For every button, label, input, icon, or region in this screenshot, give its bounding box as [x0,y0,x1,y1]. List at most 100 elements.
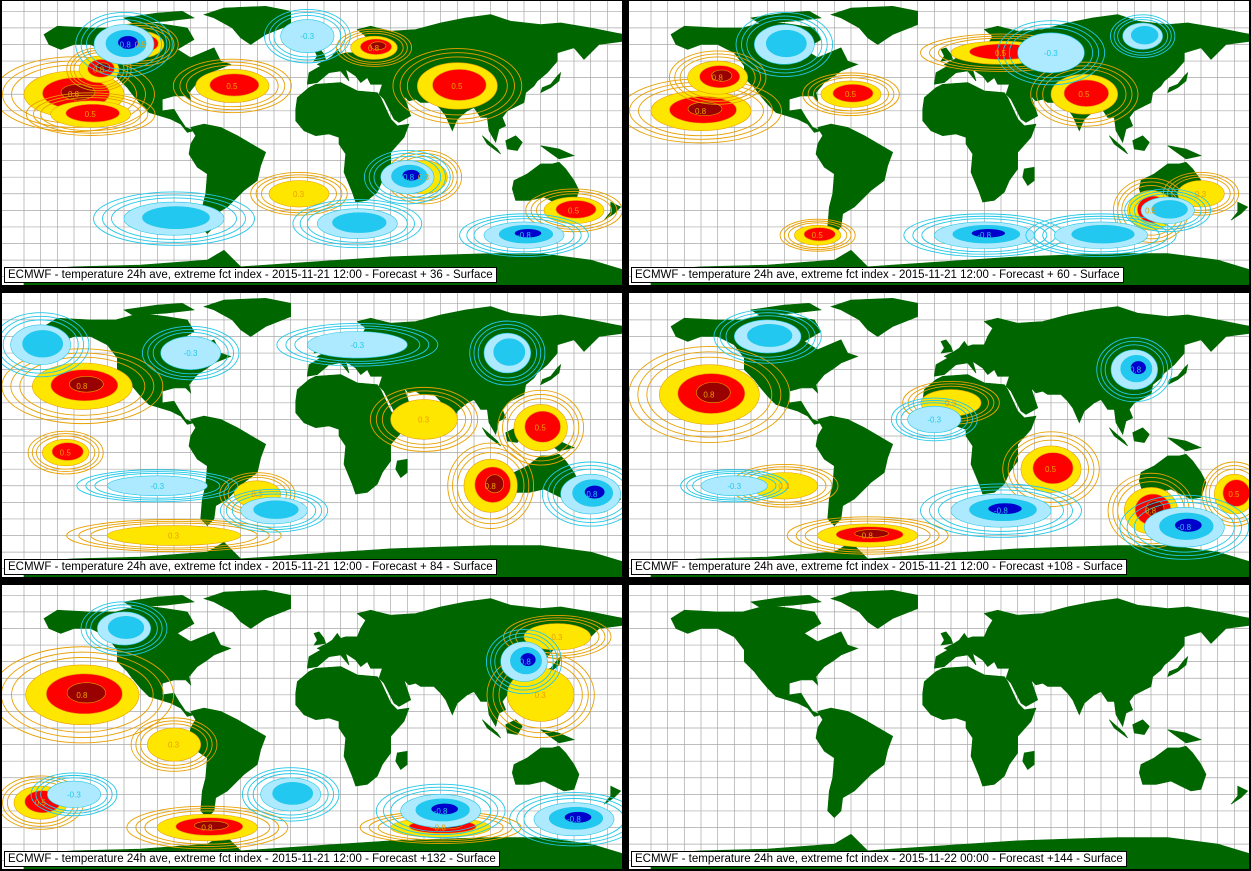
cold-contour-line [938,489,1064,532]
warm-contour-line [369,386,479,452]
warm-contour-line [1007,435,1095,503]
warm-contour-line [795,518,940,553]
cold-contour-line [1104,344,1164,395]
cold-contour-line [363,150,451,205]
warm-contour-line [530,190,618,230]
cold-contour-line [516,795,622,844]
cold-anomaly-area [1151,200,1188,219]
warm-contour-line [335,28,413,67]
land-mass [1230,201,1249,221]
cold-anomaly-area [1130,25,1159,45]
warm-contour-line [536,193,612,228]
contour-value-label: -0.5 [267,507,281,516]
contour-value-label: -0.5 [284,790,298,799]
land-mass [482,427,501,447]
warm-contour-line [144,810,271,845]
land-mass [922,82,1037,203]
cold-contour-line [273,14,342,58]
land-mass [750,302,822,316]
cold-contour-line [383,786,499,836]
cold-contour-line [2,312,90,378]
cold-contour-line [285,325,430,365]
warm-contour-line [802,72,900,117]
warm-contour-line [447,442,535,529]
cold-contour-line [719,312,816,361]
land-mass [482,135,501,155]
forecast-panel-108h: 0.8 0.3 0.8 0.5 0.8 0.5 0.3 -0.5 -0.8 -0.3 -0.8 -0.… [628,292,1250,578]
cold-contour-line [263,9,351,64]
warm-anomaly-area [1032,452,1074,485]
contour-value-label: 0.8 [712,74,724,83]
contour-value-label: 0.5 [812,231,824,240]
contour-value-label: -0.3 [350,341,364,350]
cold-contour-line [268,12,346,61]
cold-contour-line [2,319,79,371]
cold-contour-line [80,601,168,656]
warm-contour-line [502,394,580,462]
warm-contour-line [668,50,767,105]
cold-contour-line [473,324,542,382]
contour-value-label: -0.8 [1177,523,1191,532]
contour-value-label: -0.5 [500,349,514,358]
warm-anomaly-area [687,101,723,116]
contour-value-label: 0.3 [418,415,430,424]
warm-contour-line [456,452,525,520]
cold-contour-line [494,636,554,687]
warm-contour-line [31,433,100,473]
cold-anomaly-area [514,228,542,239]
land-mass [540,145,575,160]
cold-contour-line [93,191,255,246]
map-svg: 0.8 0.3 0.8 0.5 0.8 0.5 0.3 -0.5 -0.8 -0.3 -0.8 -0.… [629,293,1249,577]
land-mass [540,363,562,386]
cold-contour-line [86,19,162,70]
cold-anomaly-area [307,331,408,359]
warm-contour-line [172,58,292,114]
cold-anomaly-area [1174,518,1203,533]
contour-value-label: 0.3 [418,173,430,182]
cold-contour-line [466,215,582,255]
warm-contour-line [261,176,337,211]
warm-contour-line [90,522,258,549]
cold-anomaly-area [1071,225,1135,244]
land-mass [1109,135,1128,155]
land-mass [1167,437,1202,452]
cold-anomaly-area [987,502,1023,515]
warm-anomaly-area [854,529,889,538]
contour-value-label: 0.5 [451,82,463,91]
contour-value-label: 0.5 [568,206,580,215]
contour-value-label: -0.3 [184,349,198,358]
contour-value-label: 0.5 [1228,490,1240,499]
warm-anomaly-area [432,69,487,101]
warm-anomaly-area [268,180,330,208]
cold-anomaly-area [117,35,139,50]
contour-value-label: -0.3 [1044,49,1058,58]
cold-anomaly-area [430,803,459,815]
warm-contour-line [2,56,155,133]
warm-contour-line [179,61,286,111]
land-mass [123,302,195,316]
cold-contour-line [75,11,173,77]
cold-contour-line [373,155,442,199]
cold-contour-line [547,465,622,523]
contour-value-label: -0.8 [517,658,531,667]
cold-contour-line [523,798,622,841]
land-mass [940,47,954,62]
cold-contour-line [692,472,777,499]
warm-contour-line [1208,468,1249,520]
warm-contour-line [2,60,146,128]
warm-anomaly-area [209,73,260,97]
warm-contour-line [126,805,289,850]
contour-value-label: 0.3 [551,633,563,642]
land-mass [940,339,954,354]
land-mass [1022,166,1035,186]
land-mass [933,598,1249,728]
contour-value-label: 0.3 [945,399,957,408]
warm-contour-line [452,447,530,525]
land-mass [830,5,919,45]
cold-contour-line [485,629,563,695]
warm-contour-line [19,356,146,416]
cold-contour-line [713,309,822,364]
warm-contour-line [1030,61,1139,127]
contour-value-label: 0.5 [226,82,238,91]
contour-value-label: -0.5 [1161,206,1175,215]
